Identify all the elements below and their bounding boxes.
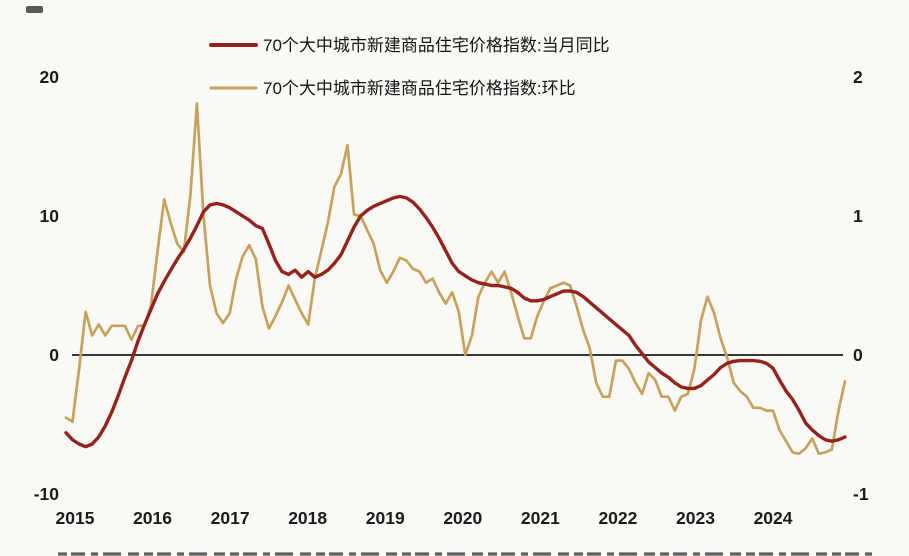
left-tick-20: 20 — [40, 67, 60, 87]
x-tick-2018: 2018 — [288, 508, 327, 528]
x-axis-ticks: 2015 2016 2017 2018 2019 2020 2021 2022 2023 2024 — [56, 508, 793, 528]
x-tick-2024: 2024 — [754, 508, 793, 528]
right-tick-1: 1 — [853, 206, 863, 226]
x-tick-2016: 2016 — [133, 508, 172, 528]
left-axis-ticks: 20 10 0 -10 — [34, 67, 60, 504]
left-tick-10: 10 — [40, 206, 60, 226]
x-tick-2021: 2021 — [521, 508, 560, 528]
right-axis-ticks: 2 1 0 -1 — [853, 67, 869, 504]
left-tick--10: -10 — [34, 484, 60, 504]
x-tick-2015: 2015 — [56, 508, 95, 528]
legend-label-mom: 70个大中城市新建商品住宅价格指数:环比 — [263, 79, 576, 98]
x-tick-2023: 2023 — [676, 508, 715, 528]
legend: 70个大中城市新建商品住宅价格指数:当月同比 70个大中城市新建商品住宅价格指数… — [209, 36, 610, 98]
x-tick-2017: 2017 — [211, 508, 250, 528]
right-tick--1: -1 — [853, 484, 869, 504]
mom-series-line — [64, 102, 847, 456]
x-tick-2019: 2019 — [366, 508, 405, 528]
cropped-mark — [26, 6, 43, 13]
legend-label-yoy: 70个大中城市新建商品住宅价格指数:当月同比 — [263, 36, 610, 55]
right-tick-0: 0 — [853, 345, 863, 365]
x-tick-2022: 2022 — [598, 508, 637, 528]
x-tick-2020: 2020 — [443, 508, 482, 528]
right-tick-2: 2 — [853, 67, 863, 87]
yoy-series-line — [64, 194, 847, 449]
left-tick-0: 0 — [49, 345, 59, 365]
